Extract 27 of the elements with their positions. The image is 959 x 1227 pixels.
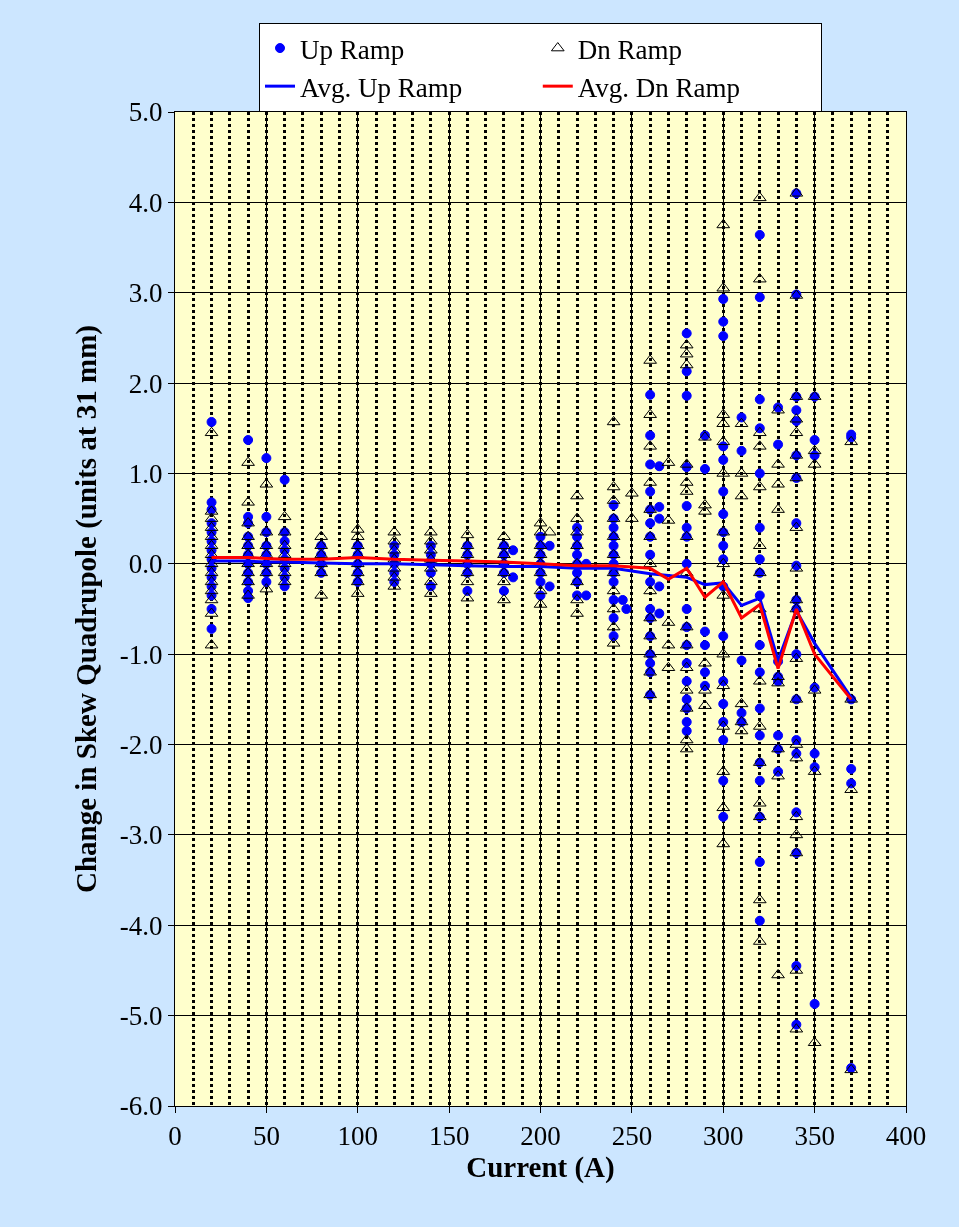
y-tick-label: -1.0 xyxy=(119,639,163,670)
x-tick-label: 150 xyxy=(428,1121,470,1152)
y-tick-label: -3.0 xyxy=(119,820,163,851)
x-tick-label: 200 xyxy=(520,1121,561,1152)
y-tick-label: 3.0 xyxy=(128,278,163,309)
y-tick-label: 2.0 xyxy=(128,368,163,399)
legend-label: Dn Ramp xyxy=(577,34,683,65)
y-tick-label: 5.0 xyxy=(128,97,163,128)
y-tick-label: -6.0 xyxy=(119,1091,163,1122)
legend-label: Avg. Dn Ramp xyxy=(577,72,741,103)
x-tick-label: 50 xyxy=(252,1121,280,1152)
x-tick-label: 100 xyxy=(337,1121,378,1152)
y-tick-label: 0.0 xyxy=(128,549,163,580)
x-tick-label: 250 xyxy=(611,1121,653,1152)
x-tick-label: 0 xyxy=(168,1121,182,1152)
y-tick-label: 4.0 xyxy=(128,187,163,218)
x-axis-title: Current (A) xyxy=(466,1151,615,1185)
y-tick-label: -2.0 xyxy=(119,730,163,760)
x-tick-label: 300 xyxy=(703,1121,744,1152)
legend-label: Avg. Up Ramp xyxy=(300,72,463,103)
y-tick-label: -5.0 xyxy=(119,1001,163,1032)
x-tick-label: 400 xyxy=(885,1121,927,1152)
legend-label: Up Ramp xyxy=(300,34,405,65)
x-tick-label: 350 xyxy=(794,1121,835,1152)
y-axis-title: Change in Skew Quadrupole (units at 31 mm) xyxy=(70,325,104,893)
y-tick-label: 1.0 xyxy=(128,458,163,489)
y-tick-label: -4.0 xyxy=(119,910,163,941)
